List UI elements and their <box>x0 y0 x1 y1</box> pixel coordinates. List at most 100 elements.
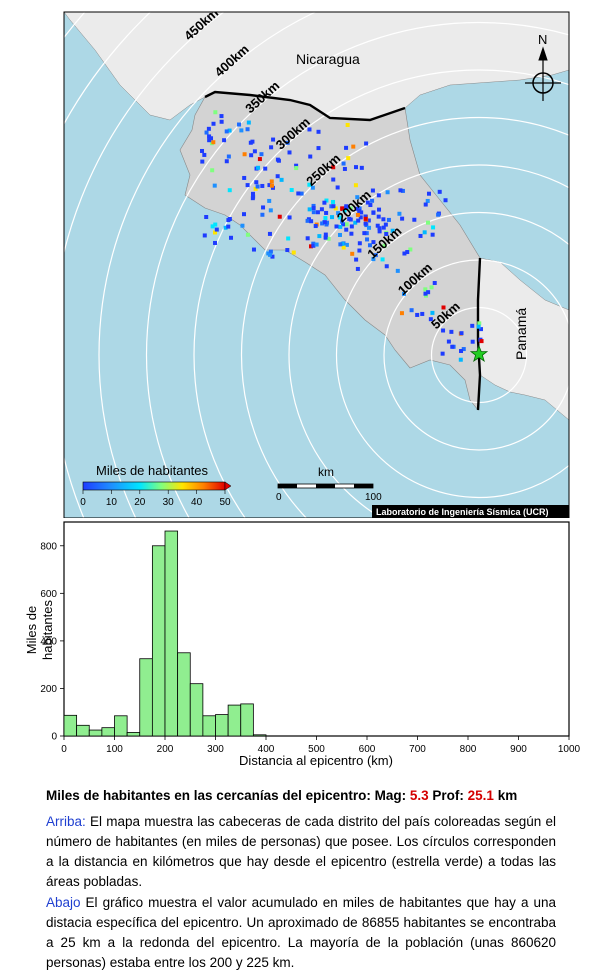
district-point <box>344 146 348 150</box>
district-point <box>360 166 364 170</box>
bar-25-50 <box>77 725 90 736</box>
north-label: N <box>538 32 547 47</box>
district-point <box>315 243 319 247</box>
district-point <box>470 324 474 328</box>
x-tick-label: 900 <box>510 744 527 755</box>
district-point <box>320 207 324 211</box>
district-point <box>200 149 204 153</box>
caption-bottom: Abajo El gráfico muestra el valor acumul… <box>46 893 556 973</box>
district-point <box>312 210 316 214</box>
district-point <box>229 236 233 240</box>
bar-325-350 <box>228 705 241 736</box>
y-axis-label-line1: Miles de <box>24 606 39 654</box>
district-point <box>444 198 448 202</box>
district-point <box>356 267 360 271</box>
district-point <box>210 168 214 172</box>
scalebar-title: km <box>318 465 334 479</box>
district-point <box>237 123 241 127</box>
y-tick-label: 200 <box>40 684 57 695</box>
district-point <box>351 145 355 149</box>
district-point <box>371 211 375 215</box>
x-tick-label: 300 <box>207 744 224 755</box>
y-tick-label: 600 <box>40 589 57 600</box>
district-point <box>324 211 328 215</box>
scalebar <box>278 484 373 488</box>
district-point <box>225 129 229 133</box>
district-point <box>268 253 272 257</box>
district-point <box>259 152 263 156</box>
y-tick-label: 800 <box>40 541 57 552</box>
district-point <box>427 192 431 196</box>
district-point <box>256 185 260 189</box>
district-point <box>398 188 402 192</box>
caption-title-prefix: Miles de habitantes en las cercanías del… <box>46 788 410 803</box>
district-point <box>371 189 375 193</box>
district-point <box>309 219 313 223</box>
district-point <box>296 191 300 195</box>
district-point <box>267 199 271 203</box>
district-point <box>215 228 219 232</box>
district-point <box>269 145 273 149</box>
district-point <box>364 222 368 226</box>
bar-75-100 <box>102 728 115 736</box>
district-point <box>252 248 256 252</box>
district-point <box>213 184 217 188</box>
bar-200-225 <box>165 531 178 736</box>
district-point <box>323 220 327 224</box>
district-point <box>385 264 389 268</box>
district-point <box>294 166 298 170</box>
district-point <box>212 122 216 126</box>
district-point <box>338 225 342 229</box>
district-point <box>338 242 342 246</box>
district-point <box>256 166 260 170</box>
district-point <box>285 248 289 252</box>
district-point <box>308 207 312 211</box>
district-point <box>258 157 262 161</box>
bar-350-375 <box>241 704 254 736</box>
district-point <box>471 340 475 344</box>
district-point <box>381 217 385 221</box>
district-point <box>441 329 445 333</box>
population-map: 50km100km150km200km250km300km350km400km4… <box>0 0 590 518</box>
district-point <box>338 233 342 237</box>
magnitude-value: 5.3 <box>410 788 429 803</box>
district-point <box>270 184 274 188</box>
district-point <box>354 165 358 169</box>
district-point <box>377 193 381 197</box>
district-point <box>460 331 464 335</box>
district-point <box>288 215 292 219</box>
district-point <box>423 230 427 234</box>
district-point <box>278 215 282 219</box>
district-point <box>358 241 362 245</box>
bar-300-325 <box>216 715 229 736</box>
district-point <box>449 330 453 334</box>
district-point <box>426 290 430 294</box>
district-point <box>331 178 335 182</box>
x-tick-label: 1000 <box>558 744 581 755</box>
district-point <box>381 257 385 261</box>
district-point <box>242 212 246 216</box>
label-nicaragua: Nicaragua <box>296 51 360 67</box>
bar-125-150 <box>127 732 140 736</box>
district-point <box>365 237 369 241</box>
district-point <box>415 313 419 317</box>
district-point <box>431 233 435 237</box>
district-point <box>200 160 204 164</box>
district-point <box>356 219 360 223</box>
district-point <box>220 120 224 124</box>
district-point <box>312 206 316 210</box>
district-point <box>396 269 400 273</box>
bar-50-75 <box>89 730 102 736</box>
district-point <box>253 149 257 153</box>
district-point <box>350 252 354 256</box>
legend-tick-label: 0 <box>80 497 86 508</box>
district-point <box>354 258 358 262</box>
district-point <box>405 250 409 254</box>
district-point <box>292 251 296 255</box>
district-point <box>268 232 272 236</box>
district-point <box>447 340 451 344</box>
legend-tick-label: 20 <box>134 497 146 508</box>
scalebar-tick-100: 100 <box>365 492 382 503</box>
bar-175-200 <box>152 546 165 736</box>
district-point <box>317 130 321 134</box>
